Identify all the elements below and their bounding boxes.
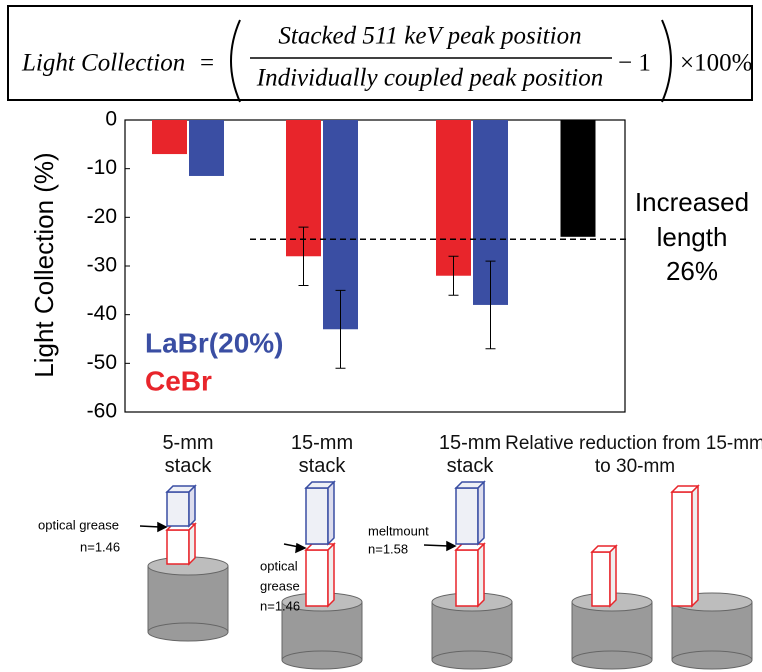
error-bar (298, 226, 309, 286)
y-tick-label: -40 (87, 302, 117, 325)
legend-entry: CeBr (145, 365, 212, 396)
x-category-label: Relative reduction from 15-mm to 30-mm (505, 433, 762, 477)
diagram-label: grease (260, 578, 300, 593)
crystal (454, 542, 486, 608)
error-bar (335, 289, 346, 369)
x-category-label: 5-mm stack (162, 432, 214, 477)
crystal (165, 484, 197, 528)
y-axis-label: Light Collection (%) (29, 152, 59, 377)
arrows (139, 521, 457, 554)
crystal (165, 522, 197, 566)
formula-equals: = (200, 50, 214, 77)
formula-numerator: Stacked 511 keV peak position (278, 23, 581, 50)
y-tick-label: -60 (87, 400, 117, 423)
diagram-label: n=1.46 (260, 598, 300, 613)
diagram-label: meltmount (368, 523, 429, 538)
bar (560, 120, 596, 237)
formula-denominator: Individually coupled peak position (256, 65, 603, 92)
y-tick-label: -10 (87, 156, 117, 179)
crystal (454, 480, 486, 546)
legend-entry: LaBr(20%) (145, 327, 283, 358)
formula-factor: ×100% (680, 50, 752, 77)
formula-minus-one: − 1 (618, 50, 651, 77)
diagram-label: optical grease (38, 517, 119, 532)
crystals (165, 480, 700, 608)
crystal (590, 544, 618, 608)
y-tick-label: -50 (87, 351, 117, 374)
error-bar (485, 260, 496, 350)
formula-lhs: Light Collection (21, 50, 185, 77)
formula-box (7, 5, 753, 101)
bar (189, 120, 224, 176)
annotation: length (657, 222, 728, 252)
diagram-label: n=1.46 (80, 539, 120, 554)
crystal (670, 484, 700, 608)
diagram-label: n=1.58 (368, 541, 408, 556)
y-tick-label: -20 (87, 205, 117, 228)
bar (152, 120, 187, 155)
diagram (147, 556, 753, 670)
x-category-label: 15-mm stack (290, 432, 354, 477)
y-tick-label: 0 (105, 108, 117, 131)
paren (230, 19, 241, 103)
y-tick-label: -30 (87, 254, 117, 277)
crystal (304, 480, 336, 546)
cylinder (147, 556, 229, 642)
diagram-label: optical (260, 558, 298, 573)
paren (661, 19, 672, 103)
error-bar (448, 255, 459, 296)
crystal (304, 542, 336, 608)
x-category-label: 15-mm stack (438, 432, 502, 477)
annotation: 26% (666, 256, 718, 286)
annotation: Increased (635, 187, 749, 217)
bar (436, 120, 471, 276)
